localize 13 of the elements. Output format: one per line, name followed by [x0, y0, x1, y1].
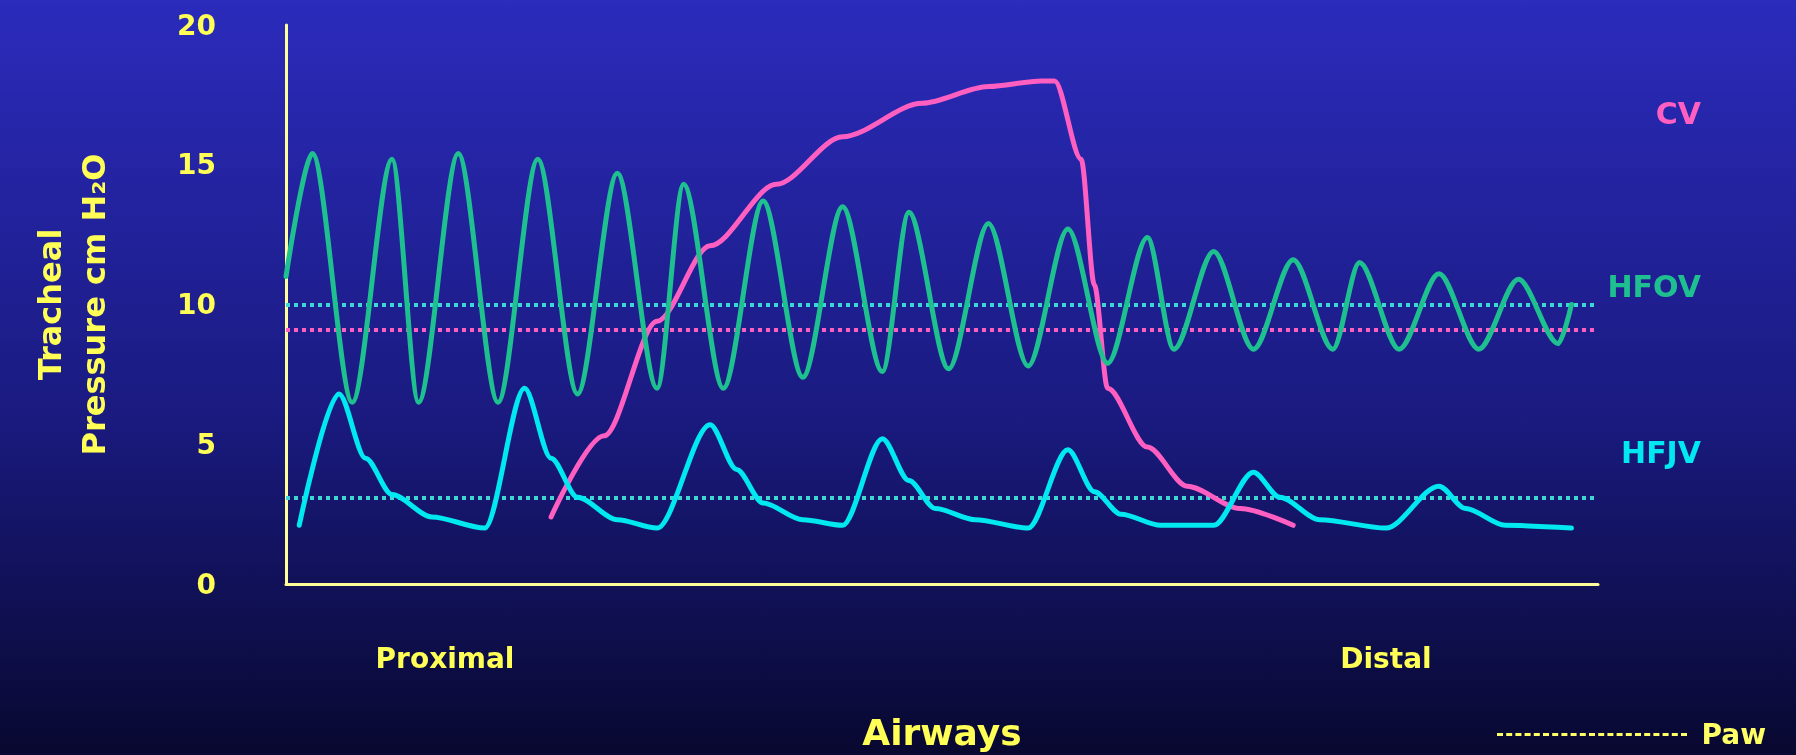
x-tick-label: Proximal — [375, 641, 515, 675]
text: CV — [1655, 95, 1702, 131]
x-tick-label: Distal — [1340, 641, 1432, 675]
text: Paw — [1701, 718, 1766, 751]
y-tick-label: 10 — [177, 288, 216, 321]
y-tick-label: 5 — [196, 427, 216, 461]
x-axis-title: Airways — [862, 711, 1022, 753]
y-tick-label: 20 — [177, 8, 216, 42]
y-axis-title: Tracheal Pressure cm H₂O — [31, 153, 113, 456]
text: HFJV — [1621, 435, 1702, 471]
y-tick-label: 15 — [177, 148, 216, 182]
y-tick-label: 0 — [196, 567, 216, 601]
series-label: HFOV — [1607, 269, 1702, 305]
